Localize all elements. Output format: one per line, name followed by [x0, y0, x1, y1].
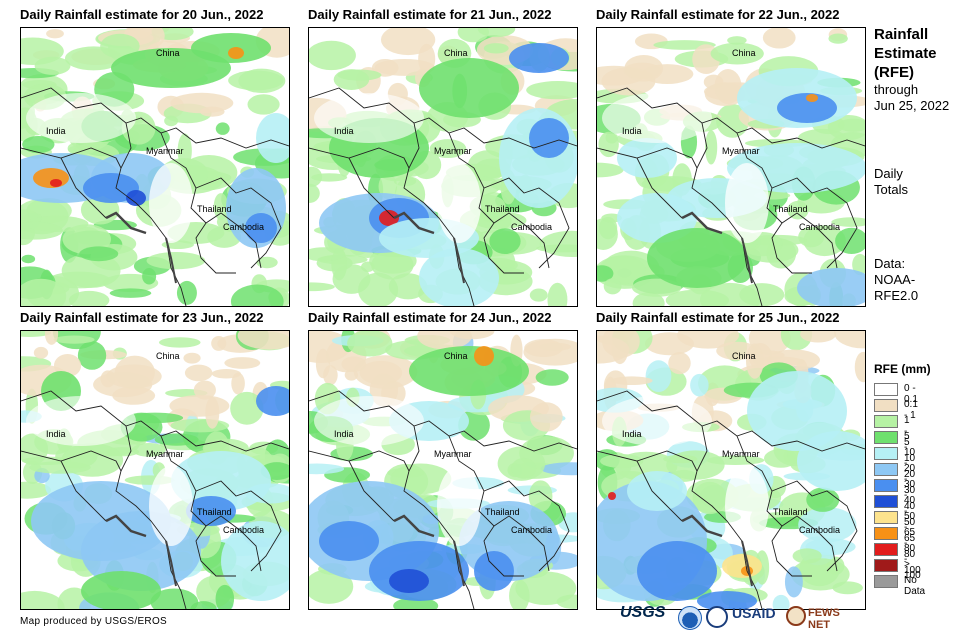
info-data-source-line: NOAA-	[874, 272, 916, 287]
legend-label: > 100	[904, 559, 921, 581]
legend-label: 50 - 65	[904, 511, 916, 544]
rainfall-map: China India Myanmar Thailand Cambodia	[596, 27, 866, 307]
rainfall-map: China India Myanmar Thailand Cambodia	[20, 330, 290, 610]
map-label-china: China	[732, 351, 756, 361]
info-daily-totals: Daily Totals	[874, 166, 908, 198]
legend-swatch	[874, 575, 898, 588]
map-label-china: China	[156, 351, 180, 361]
legend-label: 10 - 20	[904, 447, 916, 480]
info-data-label: Data:	[874, 256, 906, 271]
map-canvas	[21, 28, 289, 306]
fewsnet-logo: FEWS NET	[808, 607, 840, 631]
legend-swatch	[874, 415, 898, 428]
map-label-myanmar: Myanmar	[722, 146, 760, 156]
legend-swatch	[874, 431, 898, 444]
map-label-thailand: Thailand	[773, 204, 808, 214]
info-title-line: (RFE)	[874, 64, 914, 81]
legend-label: 5 - 10	[904, 431, 916, 464]
info-data-source-line: RFE2.0	[874, 288, 919, 303]
info-title-line: Estimate	[874, 45, 937, 62]
panel-title: Daily Rainfall estimate for 23 Jun., 202…	[20, 310, 264, 325]
map-label-india: India	[334, 429, 354, 439]
map-label-myanmar: Myanmar	[722, 449, 760, 459]
legend-label: No Data	[904, 575, 926, 597]
legend-label: 1 - 5	[904, 415, 910, 448]
legend-title: RFE (mm)	[874, 362, 931, 376]
map-label-china: China	[444, 48, 468, 58]
map-canvas	[597, 331, 865, 609]
map-label-thailand: Thailand	[485, 204, 520, 214]
legend-label: 30 - 40	[904, 479, 916, 512]
map-label-india: India	[622, 429, 642, 439]
map-label-cambodia: Cambodia	[799, 525, 841, 535]
map-label-myanmar: Myanmar	[146, 146, 184, 156]
legend-label: 0.1 - 1	[904, 399, 918, 421]
legend-swatch	[874, 495, 898, 508]
legend-swatch	[874, 399, 898, 412]
map-label-thailand: Thailand	[485, 507, 520, 517]
legend-swatch	[874, 447, 898, 460]
map-info: Rainfall Estimate (RFE) through Jun 25, …	[874, 25, 949, 114]
map-label-india: India	[622, 126, 642, 136]
info-daily: Daily	[874, 166, 903, 181]
legend-label: 65 - 80	[904, 527, 916, 560]
info-totals: Totals	[874, 182, 908, 197]
legend-swatch	[874, 559, 898, 572]
map-label-cambodia: Cambodia	[511, 222, 553, 232]
panel-title: Daily Rainfall estimate for 24 Jun., 202…	[308, 310, 552, 325]
usaid-logo: USAID	[732, 605, 776, 621]
panel-title: Daily Rainfall estimate for 20 Jun., 202…	[20, 7, 264, 22]
legend-label: 80 - 100	[904, 543, 921, 576]
legend-swatch	[874, 511, 898, 524]
map-label-india: India	[334, 126, 354, 136]
rainfall-map: China India Myanmar Thailand Cambodia	[20, 27, 290, 307]
map-canvas	[597, 28, 865, 306]
fewsnet-icon	[786, 606, 806, 626]
map-canvas	[309, 331, 577, 609]
map-canvas	[21, 331, 289, 609]
map-label-myanmar: Myanmar	[146, 449, 184, 459]
rainfall-map: China India Myanmar Thailand Cambodia	[308, 330, 578, 610]
map-label-china: China	[732, 48, 756, 58]
legend-swatch	[874, 463, 898, 476]
map-label-cambodia: Cambodia	[799, 222, 841, 232]
legend-label: 20 - 30	[904, 463, 916, 496]
panel-title: Daily Rainfall estimate for 25 Jun., 202…	[596, 310, 840, 325]
map-label-china: China	[444, 351, 468, 361]
panel-title: Daily Rainfall estimate for 22 Jun., 202…	[596, 7, 840, 22]
rainfall-map: China India Myanmar Thailand Cambodia	[596, 330, 866, 610]
noaa-logo	[678, 606, 702, 630]
usgs-logo: USGS	[620, 604, 666, 621]
legend-label: 0 - 0.1	[904, 383, 918, 405]
info-data-source: Data: NOAA- RFE2.0	[874, 256, 918, 304]
map-label-thailand: Thailand	[197, 507, 232, 517]
map-label-cambodia: Cambodia	[511, 525, 553, 535]
credit-text: Map produced by USGS/EROS	[20, 616, 168, 627]
info-date: Jun 25, 2022	[874, 98, 950, 113]
map-label-china: China	[156, 48, 180, 58]
rainfall-map: China India Myanmar Thailand Cambodia	[308, 27, 578, 307]
map-label-cambodia: Cambodia	[223, 222, 265, 232]
legend-swatch	[874, 479, 898, 492]
panel-title: Daily Rainfall estimate for 21 Jun., 202…	[308, 7, 552, 22]
map-canvas	[309, 28, 577, 306]
map-label-india: India	[46, 126, 66, 136]
map-label-india: India	[46, 429, 66, 439]
map-label-myanmar: Myanmar	[434, 146, 472, 156]
map-label-cambodia: Cambodia	[223, 525, 265, 535]
legend-swatch	[874, 527, 898, 540]
map-label-thailand: Thailand	[773, 507, 808, 517]
legend-label: 40 - 50	[904, 495, 916, 528]
usaid-seal-icon	[706, 606, 728, 628]
info-through: through	[874, 82, 919, 97]
legend-swatch	[874, 543, 898, 556]
map-label-myanmar: Myanmar	[434, 449, 472, 459]
legend-swatch	[874, 383, 898, 396]
info-title-line: Rainfall	[874, 26, 929, 43]
map-label-thailand: Thailand	[197, 204, 232, 214]
